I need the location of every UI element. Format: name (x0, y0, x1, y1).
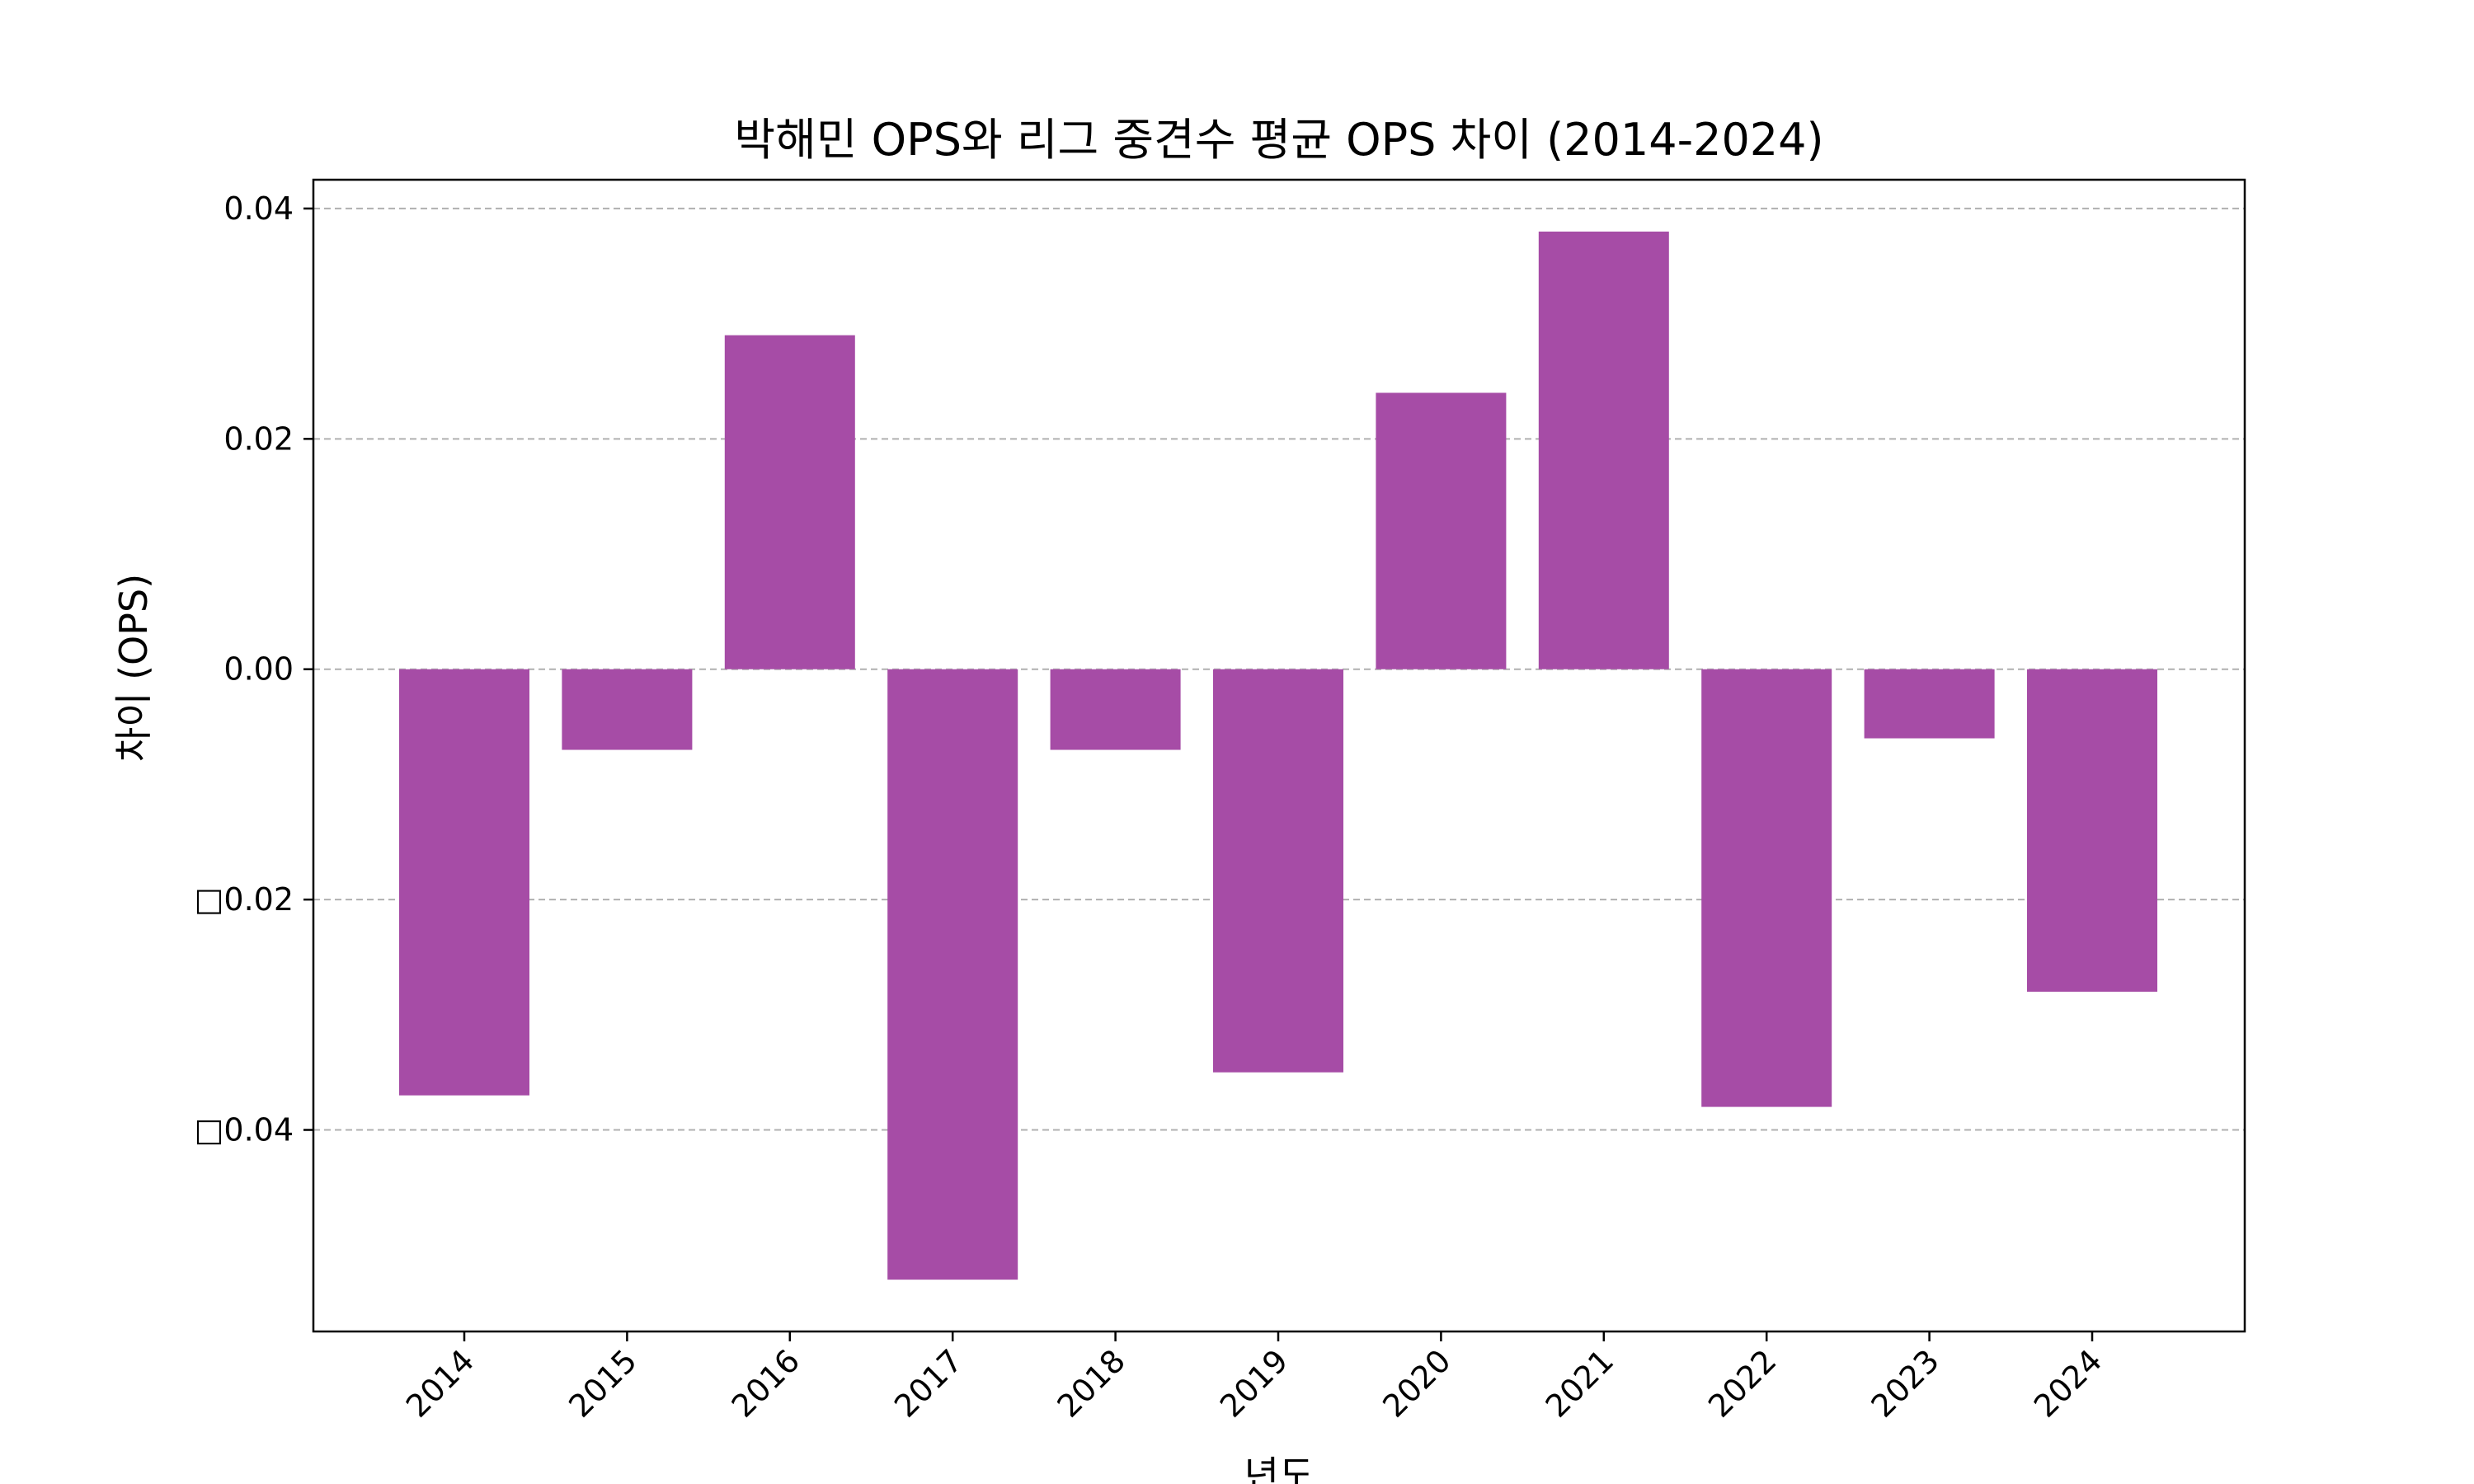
bar-2023 (1864, 669, 1995, 739)
y-axis-label: 차이 (OPS) (111, 574, 156, 762)
y-tick-label: 0.00 (223, 651, 294, 688)
bar-2024 (2027, 669, 2157, 992)
x-tick-label: 2021 (1539, 1342, 1621, 1425)
x-tick-label: 2016 (725, 1342, 807, 1425)
bar-2018 (1050, 669, 1181, 750)
y-tick-label: 0.02 (223, 420, 294, 457)
x-axis-ticks: 2014 2015 2016 2017 2018 2019 2020 2021 2022 2023… (399, 1331, 2109, 1425)
bar-2015 (562, 669, 693, 750)
x-axis-label: 년도 (1244, 1453, 1315, 1484)
bar-2022 (1701, 669, 1832, 1107)
bar-2020 (1376, 392, 1507, 669)
chart-title: 박해민 OPS와 리그 중견수 평균 OPS 차이 (2014-2024) (734, 114, 1823, 166)
x-tick-label: 2019 (1213, 1342, 1296, 1425)
x-tick-label: 2023 (1864, 1342, 1946, 1425)
x-tick-label: 2018 (1050, 1342, 1132, 1425)
bar-2017 (887, 669, 1018, 1280)
y-tick-label: 0.04 (223, 190, 294, 227)
x-tick-label: 2017 (887, 1342, 970, 1425)
x-tick-label: 2022 (1701, 1342, 1784, 1425)
x-tick-label: 2024 (2027, 1342, 2109, 1425)
y-axis-ticks: 0.04 0.02 0.00 □0.02 □0.04 (194, 190, 313, 1148)
x-tick-label: 2015 (562, 1342, 644, 1425)
x-tick-label: 2014 (399, 1342, 482, 1425)
y-tick-label: □0.02 (194, 881, 294, 918)
bar-2014 (399, 669, 529, 1096)
bar-2021 (1538, 231, 1669, 669)
bars (399, 231, 2157, 1280)
x-tick-label: 2020 (1376, 1342, 1458, 1425)
y-tick-label: □0.04 (194, 1112, 294, 1148)
bar-2016 (724, 335, 855, 669)
bar-2019 (1213, 669, 1343, 1073)
